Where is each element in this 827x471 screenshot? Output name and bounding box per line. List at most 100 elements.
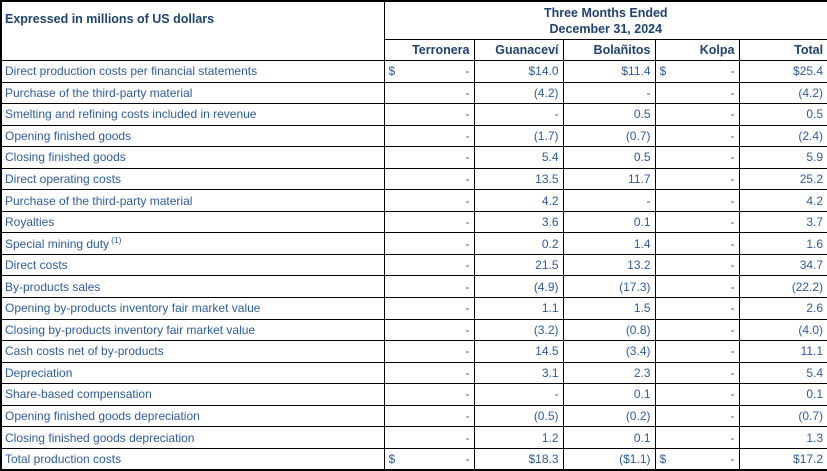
dollar-sign: $: [660, 452, 667, 466]
value-cell-content: (3.4): [564, 344, 655, 358]
cell-value: 5.4: [806, 366, 823, 380]
row-label-cell: Purchase of the third-party material: [1, 190, 384, 212]
cell-value: 1.2: [542, 431, 559, 445]
cell-value: $18.3: [528, 452, 558, 466]
cell-value: 34.7: [800, 258, 823, 272]
value-cell-content: -: [385, 172, 474, 186]
value-cell-content: -: [385, 280, 474, 294]
cell-value: 2.3: [634, 366, 651, 380]
value-cell-content: -: [656, 280, 739, 294]
period-header-cell: Three Months Ended December 31, 2024: [384, 1, 827, 40]
value-cell-content: -: [564, 86, 655, 100]
cell-value: -: [731, 323, 735, 337]
value-cell: (0.7): [563, 125, 655, 147]
value-cell: -: [384, 104, 474, 126]
cell-value: 0.1: [634, 431, 651, 445]
value-cell-content: 25.2: [740, 172, 827, 186]
value-cell-content: -: [656, 107, 739, 121]
row-label-cell: Opening by-products inventory fair marke…: [1, 298, 384, 320]
row-label: Direct costs: [5, 258, 68, 272]
value-cell: (0.2): [563, 405, 655, 427]
cell-value: -: [466, 344, 470, 358]
row-label-cell: Royalties: [1, 211, 384, 233]
table-row: Share-based compensation--0.1-0.1: [1, 384, 827, 406]
value-cell-content: -: [385, 387, 474, 401]
cell-value: ($1.1): [619, 452, 650, 466]
value-cell-content: -: [656, 366, 739, 380]
row-label-cell: Special mining duty(1): [1, 233, 384, 255]
cell-value: -: [466, 387, 470, 401]
cell-value: (2.4): [798, 129, 823, 143]
value-cell-content: 3.6: [475, 215, 563, 229]
value-cell: -: [384, 362, 474, 384]
value-cell: -: [384, 405, 474, 427]
value-cell: -: [384, 254, 474, 276]
value-cell-content: -: [385, 323, 474, 337]
dollar-sign: $: [660, 64, 667, 78]
row-label: Purchase of the third-party material: [5, 86, 192, 100]
value-cell: -: [655, 147, 739, 169]
cell-value: 1.3: [806, 431, 823, 445]
value-cell: -: [655, 211, 739, 233]
value-cell: 0.5: [739, 104, 827, 126]
row-label-cell: Closing finished goods depreciation: [1, 427, 384, 449]
cell-value: (4.9): [534, 280, 559, 294]
value-cell-content: 0.1: [564, 387, 655, 401]
cell-value: 2.6: [806, 301, 823, 315]
value-cell: 13.2: [563, 254, 655, 276]
value-cell-content: 11.1: [740, 344, 827, 358]
row-label: Opening finished goods: [5, 129, 131, 143]
value-cell: -: [655, 427, 739, 449]
cell-value: -: [731, 172, 735, 186]
cell-value: 3.1: [542, 366, 559, 380]
value-cell-content: -: [656, 172, 739, 186]
value-cell: (3.2): [474, 319, 563, 341]
value-cell: -: [655, 276, 739, 298]
value-cell-content: -: [656, 215, 739, 229]
table-row: Closing finished goods depreciation - 1.2 0…: [1, 427, 827, 449]
cell-value: $14.0: [528, 64, 558, 78]
row-label: Royalties: [5, 215, 54, 229]
value-cell: 3.6: [474, 211, 563, 233]
row-label-cell: Opening finished goods: [1, 125, 384, 147]
value-cell: -: [655, 362, 739, 384]
value-cell: -: [474, 104, 563, 126]
cell-value: -: [731, 107, 735, 121]
table-row: Opening finished goods depreciation-(0.5…: [1, 405, 827, 427]
period-header-row: Expressed in millions of US dollars Thre…: [1, 1, 827, 40]
value-cell-content: $25.4: [740, 64, 827, 78]
table-row: Cash costs net of by-products-14.5(3.4)-…: [1, 341, 827, 363]
value-cell: 0.2: [474, 233, 563, 255]
value-cell-content: 14.5: [475, 344, 563, 358]
value-cell: -: [384, 147, 474, 169]
cell-value: 1.6: [806, 237, 823, 251]
value-cell-content: -: [656, 194, 739, 208]
value-cell: -: [384, 211, 474, 233]
value-cell: 34.7: [739, 254, 827, 276]
footnote-marker: (1): [111, 235, 121, 245]
value-cell-content: (4.2): [740, 86, 827, 100]
row-label: Total production costs: [5, 452, 121, 466]
column-header-total: Total: [739, 40, 827, 61]
value-cell: -: [655, 233, 739, 255]
row-label-cell: Total production costs: [1, 448, 384, 470]
row-label-cell: Share-based compensation: [1, 384, 384, 406]
value-cell-content: 11.7: [564, 172, 655, 186]
cell-value: (3.2): [534, 323, 559, 337]
table-row: Smelting and refining costs included in …: [1, 104, 827, 126]
cell-value: $17.2: [793, 452, 823, 466]
cell-value: -: [731, 64, 735, 78]
cell-value: -: [647, 194, 651, 208]
value-cell-content: 1.2: [475, 431, 563, 445]
row-label-cell: Direct production costs per financial st…: [1, 61, 384, 83]
value-cell: (1.7): [474, 125, 563, 147]
value-cell: $14.0: [474, 61, 563, 83]
value-cell-content: (1.7): [475, 129, 563, 143]
value-cell: -: [655, 341, 739, 363]
value-cell: 11.7: [563, 168, 655, 190]
value-cell-content: ($1.1): [564, 452, 655, 466]
value-cell-content: (0.7): [740, 409, 827, 423]
table-row: Opening finished goods-(1.7)(0.7)-(2.4): [1, 125, 827, 147]
